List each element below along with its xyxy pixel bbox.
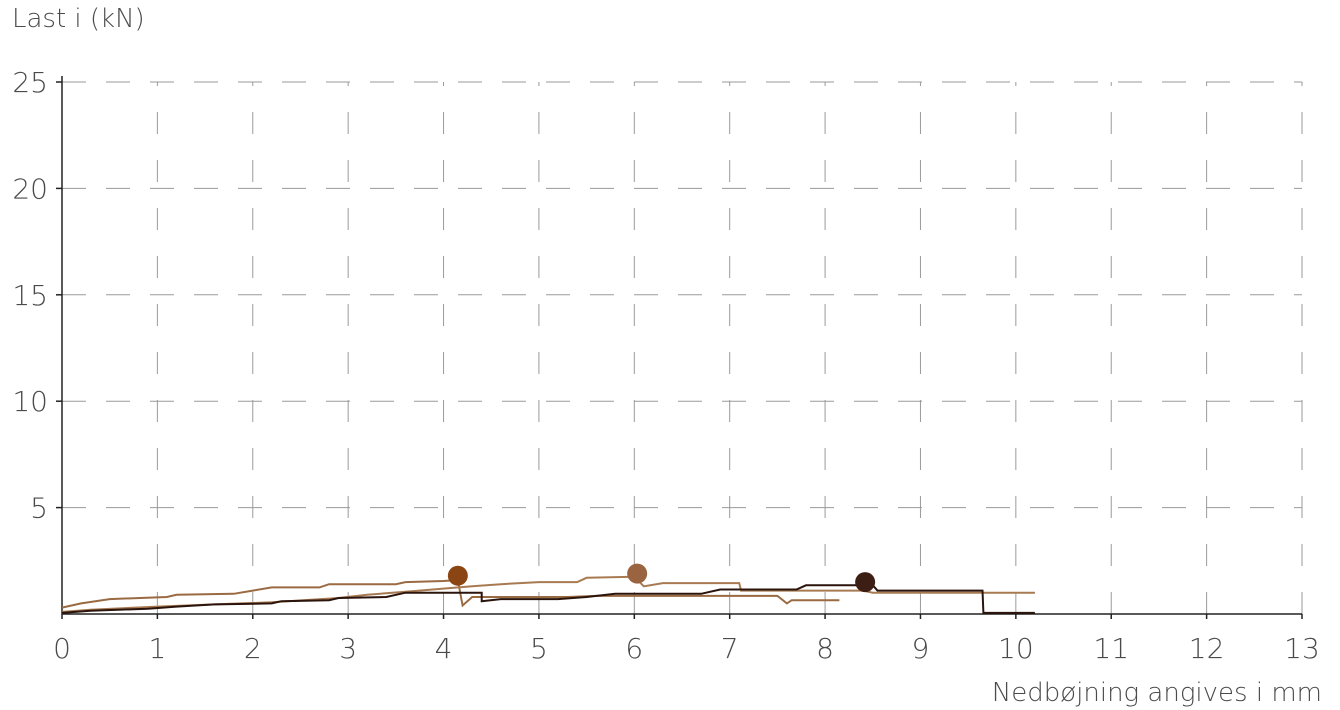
x-tick-label: 0 [53, 632, 71, 665]
y-tick-label: 25 [12, 66, 48, 99]
x-tick-label: 10 [998, 632, 1034, 665]
x-tick-label: 12 [1189, 632, 1225, 665]
axes [56, 76, 1303, 619]
x-tick-label: 7 [721, 632, 739, 665]
peak-markers [447, 563, 876, 593]
y-tick-label: 10 [12, 385, 48, 418]
x-axis-label: Nedbøjning angives i mm [991, 678, 1322, 708]
series-line-3 [61, 584, 1035, 614]
x-tick-label: 9 [912, 632, 930, 665]
x-tick-label: 5 [530, 632, 548, 665]
x-tick-label: 13 [1284, 632, 1320, 665]
peak-marker-3 [855, 572, 876, 593]
x-tick-label: 3 [339, 632, 357, 665]
peak-marker-2 [627, 563, 648, 584]
x-tick-label: 2 [244, 632, 262, 665]
x-tick-label: 4 [435, 632, 453, 665]
data-series [61, 575, 1035, 614]
y-tick-labels: 5 10 15 20 25 [12, 66, 48, 525]
x-tick-labels: 0 1 2 3 4 5 6 7 8 9 10 11 12 13 [53, 632, 1320, 665]
x-tick-label: 6 [625, 632, 643, 665]
y-tick-label: 15 [12, 279, 48, 312]
y-axis-label: Last i (kN) [12, 4, 145, 34]
y-tick-label: 20 [12, 172, 48, 205]
y-tick-label: 5 [30, 492, 48, 525]
grid-lines [62, 81, 1303, 614]
peak-marker-1 [447, 565, 468, 586]
x-tick-label: 8 [816, 632, 834, 665]
x-tick-label: 11 [1093, 632, 1129, 665]
series-line-1 [61, 578, 840, 609]
x-tick-label: 1 [148, 632, 166, 665]
